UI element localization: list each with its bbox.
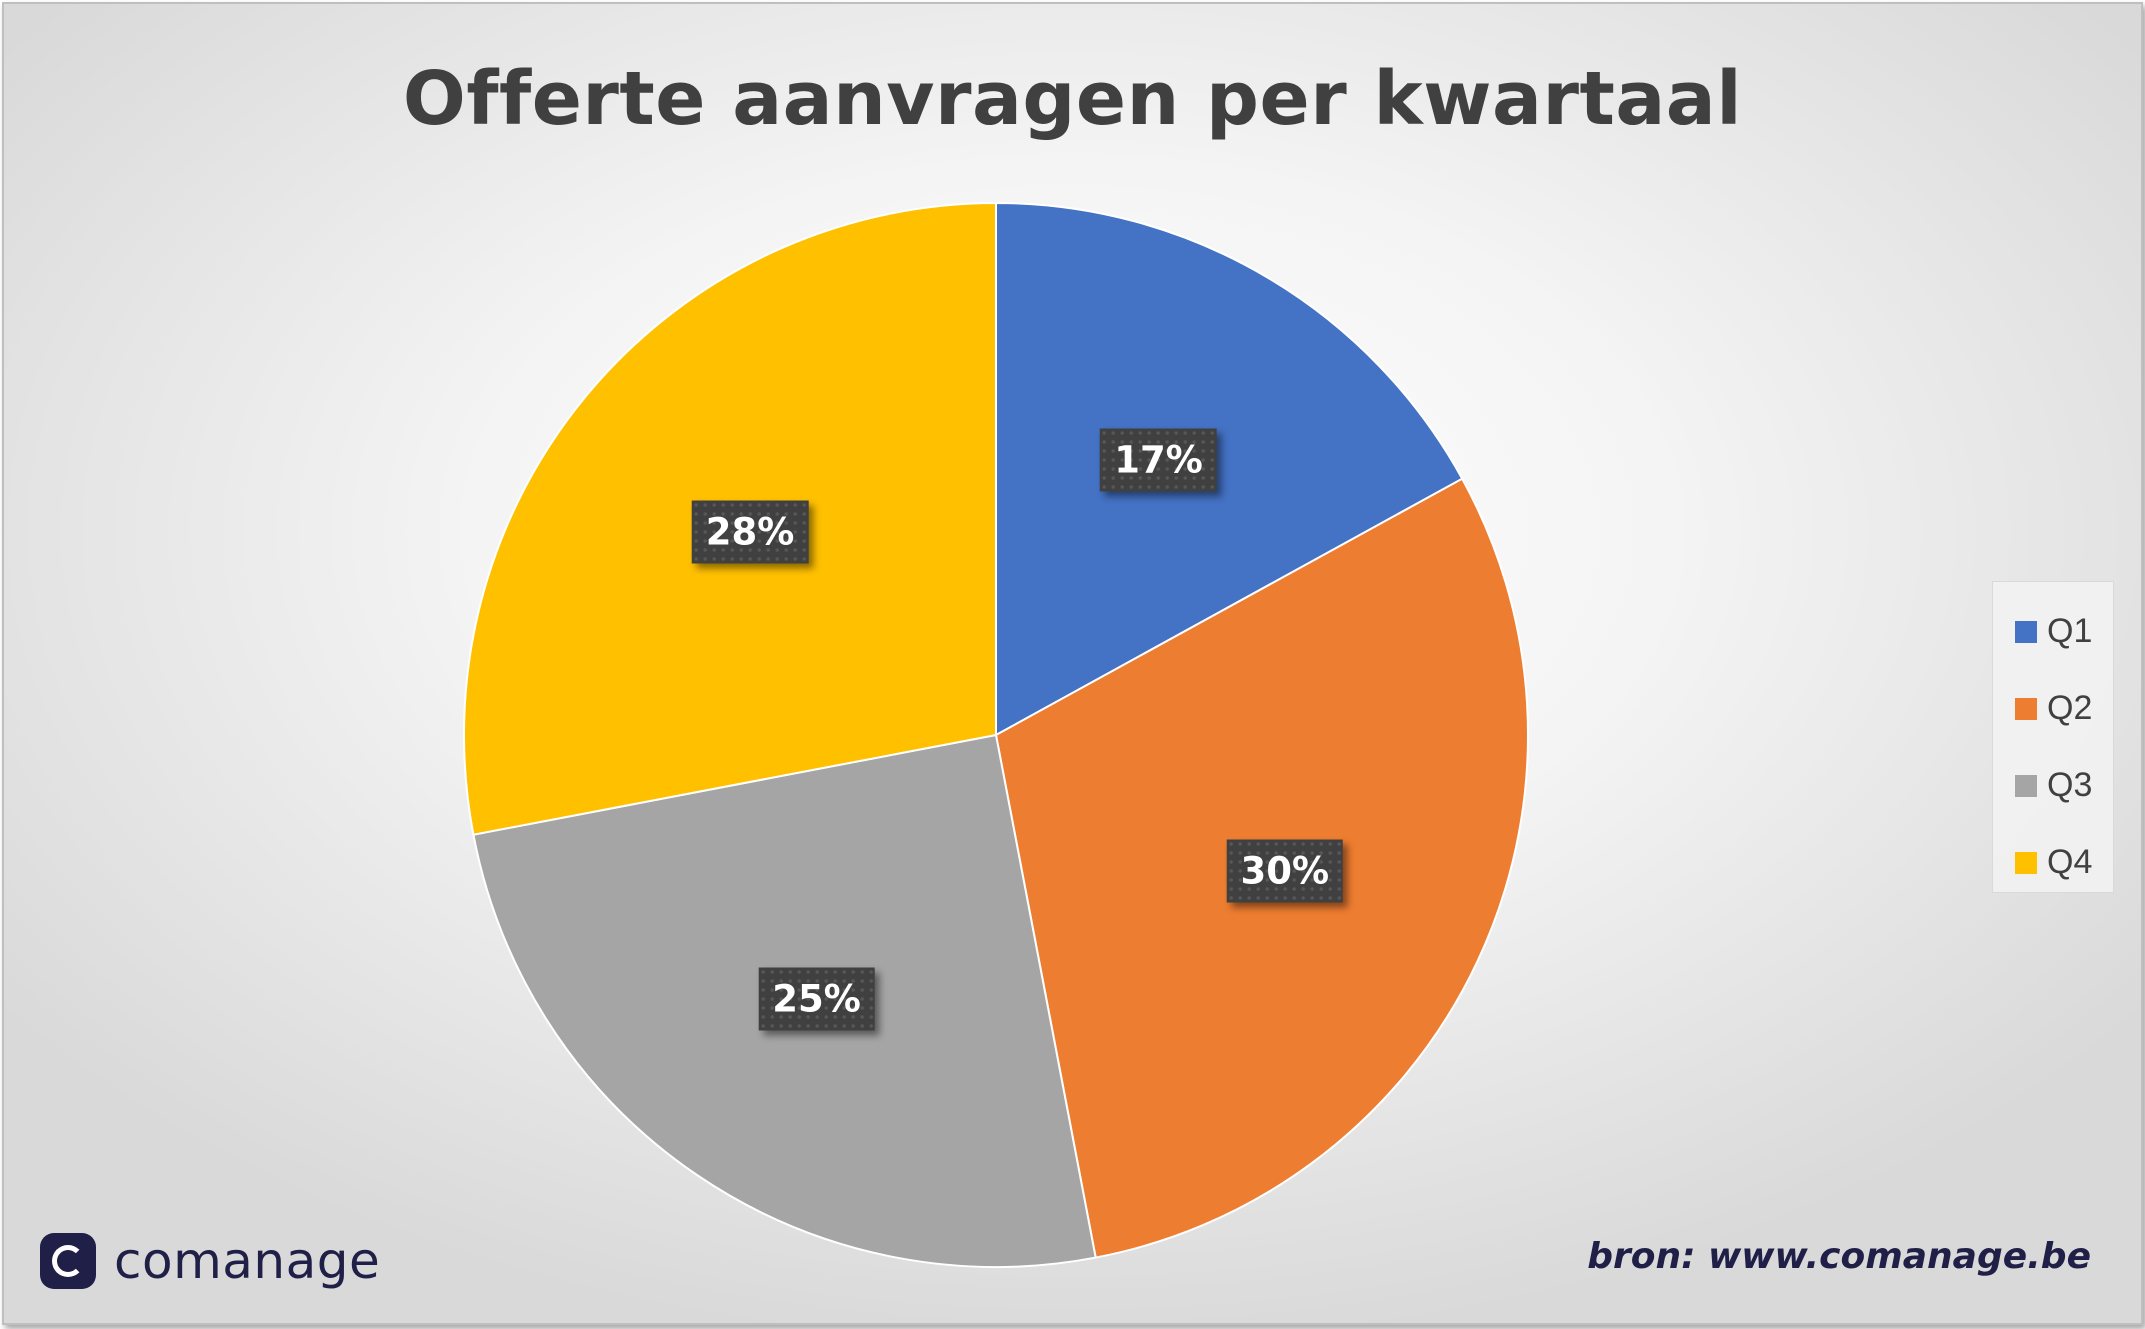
- legend-label: Q2: [2047, 689, 2093, 727]
- brand: comanage: [40, 1232, 380, 1290]
- pie-chart: [463, 201, 1530, 1268]
- legend-label: Q3: [2047, 766, 2093, 804]
- legend-item-q4: Q4: [2015, 843, 2092, 882]
- legend-swatch: [2015, 620, 2037, 643]
- legend: Q1 Q2 Q3 Q4: [1992, 581, 2114, 893]
- legend-swatch: [2015, 697, 2037, 720]
- data-label-q3: 25%: [758, 967, 875, 1031]
- pie-slice-q1: [995, 201, 1464, 737]
- comanage-logo-icon: [40, 1233, 96, 1289]
- legend-item-q3: Q3: [2015, 766, 2092, 805]
- data-label-q2: 30%: [1226, 839, 1344, 903]
- data-label-q4: 28%: [691, 500, 809, 564]
- data-label-q1: 17%: [1100, 428, 1217, 492]
- legend-swatch: [2015, 851, 2037, 874]
- legend-item-q2: Q2: [2015, 689, 2092, 728]
- chart-title: Offerte aanvragen per kwartaal: [402, 56, 1743, 142]
- legend-label: Q1: [2047, 612, 2093, 650]
- brand-name: comanage: [114, 1232, 381, 1290]
- legend-label: Q4: [2047, 843, 2093, 881]
- legend-item-q1: Q1: [2015, 612, 2092, 651]
- source-note: bron: www.comanage.be: [1587, 1236, 2091, 1277]
- legend-swatch: [2015, 774, 2037, 797]
